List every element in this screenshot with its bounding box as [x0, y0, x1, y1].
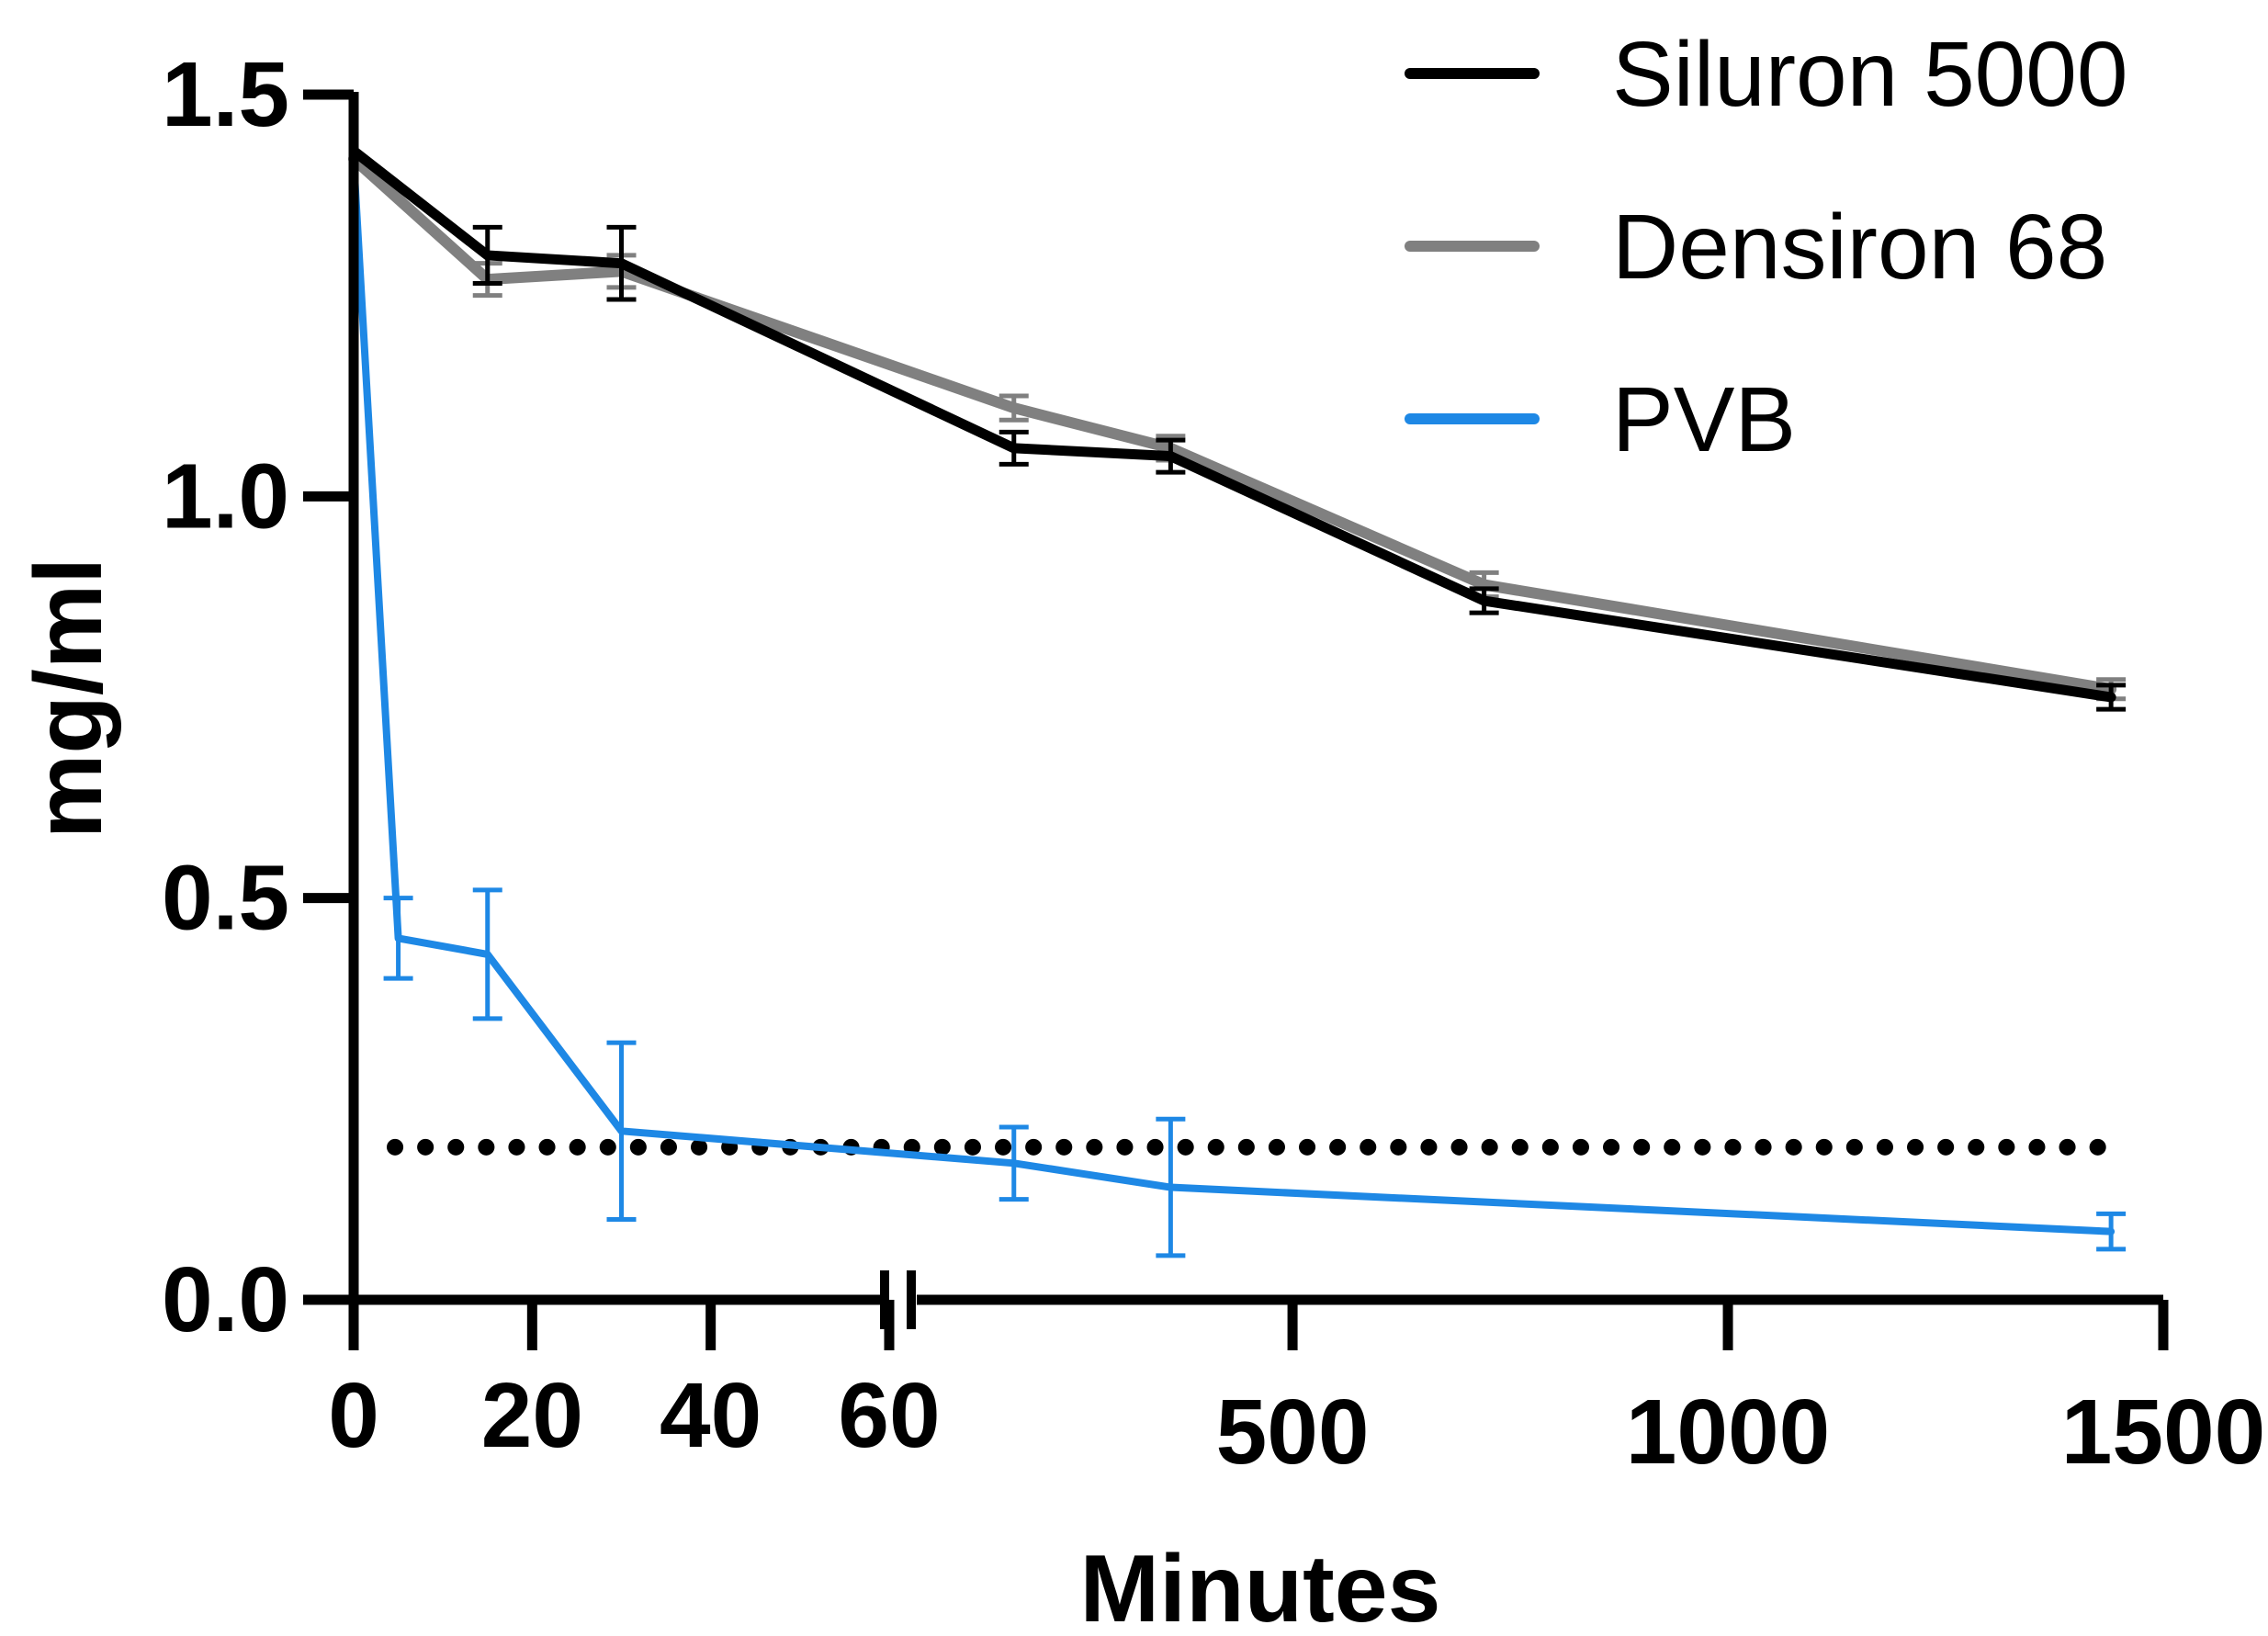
series-layer	[348, 145, 2127, 1258]
series-siluron-5000	[348, 145, 2127, 712]
legend-label-pvb: PVB	[1612, 368, 1796, 471]
x-tick-label-seg1-2: 40	[660, 1364, 762, 1467]
y-tick-label-3: 1.5	[162, 43, 289, 146]
axes-layer: 0.0 0.5 1.0 1.5 0 20 40 60 500 1000 1500	[162, 43, 2265, 1484]
legend: Siluron 5000 Densiron 68 PVB	[1405, 23, 2128, 471]
series-pvb	[350, 154, 2127, 1258]
x-tick-label-seg1-1: 20	[481, 1364, 583, 1467]
legend-label-densiron-68: Densiron 68	[1612, 196, 2107, 299]
x-axis-title: Minutes	[1080, 1536, 1441, 1636]
x-tick-label-seg2-2: 1500	[2061, 1381, 2265, 1484]
y-axis-title: mg/ml	[16, 558, 122, 839]
x-tick-label-seg2-1: 1000	[1626, 1381, 1830, 1484]
x-tick-label-seg2-0: 500	[1216, 1381, 1370, 1484]
y-tick-label-1: 0.5	[162, 847, 289, 950]
y-tick-label-2: 1.0	[162, 445, 289, 547]
x-tick-label-seg1-0: 0	[328, 1364, 379, 1467]
x-tick-label-seg1-3: 60	[838, 1364, 940, 1467]
legend-label-siluron-5000: Siluron 5000	[1612, 23, 2128, 126]
series-line-pvb	[350, 154, 2116, 1235]
y-tick-label-0: 0.0	[162, 1248, 289, 1351]
